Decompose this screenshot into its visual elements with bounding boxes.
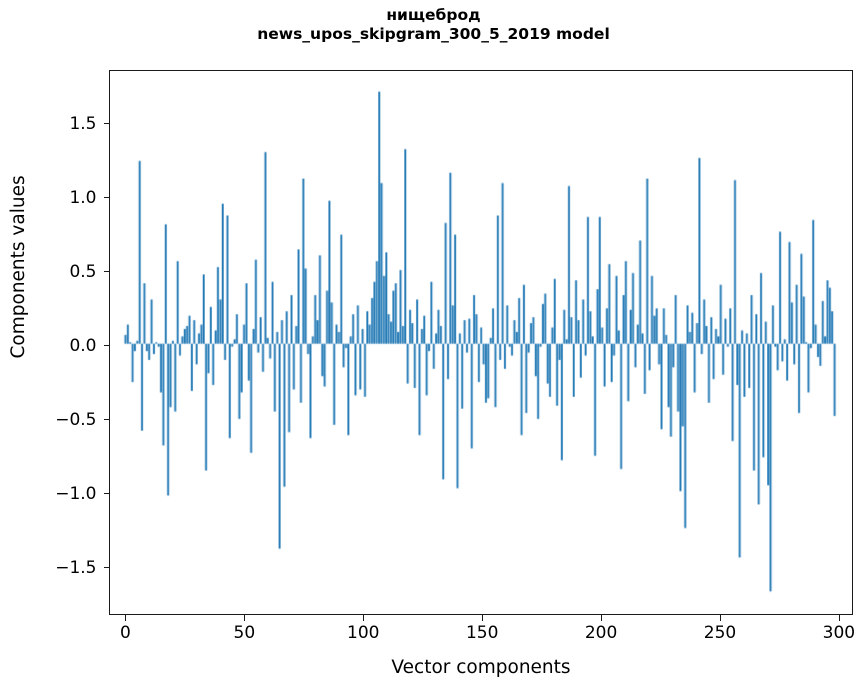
x-axis-tick-label: 100 [347, 623, 380, 643]
y-axis-tick: 0.5 [69, 262, 110, 282]
y-axis-tick: 1.0 [69, 188, 110, 208]
x-axis-tick [244, 614, 246, 621]
y-axis-tick-label: −1.0 [55, 483, 97, 504]
y-axis-tick: 0.0 [69, 336, 110, 356]
chart-title-line-2: news_upos_skipgram_300_5_2019 model [257, 24, 610, 43]
x-axis-tick [125, 614, 127, 621]
bar-series-canvas [110, 71, 852, 614]
y-axis-tick-label: 0.0 [69, 335, 97, 356]
plot-axes: −1.5 −1.0 −0.5 0.0 0.5 1.0 1.5 0 50 100 150 200 250 3… [55, 70, 855, 643]
x-axis-tick-label: 0 [120, 623, 131, 643]
x-axis-label: Vector components [391, 657, 571, 678]
x-axis-tick-label: 200 [584, 623, 618, 643]
x-axis-tick-label: 250 [703, 623, 737, 643]
y-axis-tick: 1.5 [69, 114, 110, 134]
chart-title: нищеброд news_upos_skipgram_300_5_2019 m… [0, 6, 867, 44]
x-axis-tick-label: 150 [465, 623, 499, 643]
y-axis-tick: −0.5 [55, 410, 110, 430]
chart-title-line-1: нищеброд [386, 6, 481, 24]
x-axis-tick [601, 614, 603, 621]
x-axis-tick [720, 614, 721, 621]
y-axis-tick-label: −1.5 [55, 557, 97, 578]
y-axis-tick: −1.5 [55, 558, 110, 578]
y-axis-label: Components values [8, 175, 29, 359]
x-axis-tick [363, 614, 365, 621]
x-axis-tick-label: 50 [233, 623, 256, 643]
x-axis-tick [838, 614, 840, 621]
y-axis-tick: −1.0 [55, 484, 110, 504]
x-axis-tick [482, 614, 484, 621]
y-axis-tick-label: 0.5 [69, 261, 97, 282]
y-axis-tick-label: −0.5 [55, 409, 97, 430]
y-axis-tick-label: 1.0 [69, 187, 97, 208]
y-axis-tick-label: 1.5 [69, 113, 97, 134]
x-axis-tick-label: 300 [822, 623, 856, 643]
